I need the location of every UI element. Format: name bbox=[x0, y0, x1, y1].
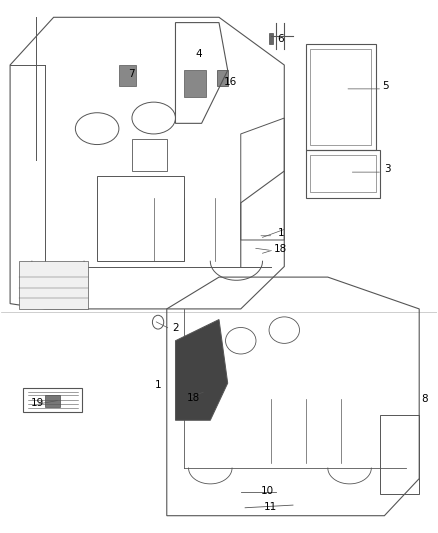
Text: 6: 6 bbox=[277, 34, 284, 44]
Text: 3: 3 bbox=[385, 164, 391, 174]
Text: 10: 10 bbox=[260, 487, 273, 497]
Text: 18: 18 bbox=[186, 393, 200, 402]
Text: 16: 16 bbox=[224, 77, 237, 87]
Text: 7: 7 bbox=[128, 69, 135, 79]
Text: 19: 19 bbox=[31, 398, 44, 408]
Text: 5: 5 bbox=[382, 81, 389, 91]
Text: 8: 8 bbox=[421, 394, 428, 403]
Text: 2: 2 bbox=[173, 323, 179, 333]
Polygon shape bbox=[184, 70, 206, 97]
Polygon shape bbox=[119, 65, 136, 86]
Text: 11: 11 bbox=[263, 503, 277, 512]
Polygon shape bbox=[45, 395, 60, 407]
Text: 1: 1 bbox=[278, 228, 284, 238]
Polygon shape bbox=[217, 70, 228, 86]
Text: 4: 4 bbox=[196, 49, 202, 59]
Polygon shape bbox=[268, 33, 273, 44]
Polygon shape bbox=[176, 319, 228, 420]
Polygon shape bbox=[19, 261, 88, 309]
Text: 18: 18 bbox=[273, 244, 286, 254]
Text: 1: 1 bbox=[155, 381, 161, 391]
